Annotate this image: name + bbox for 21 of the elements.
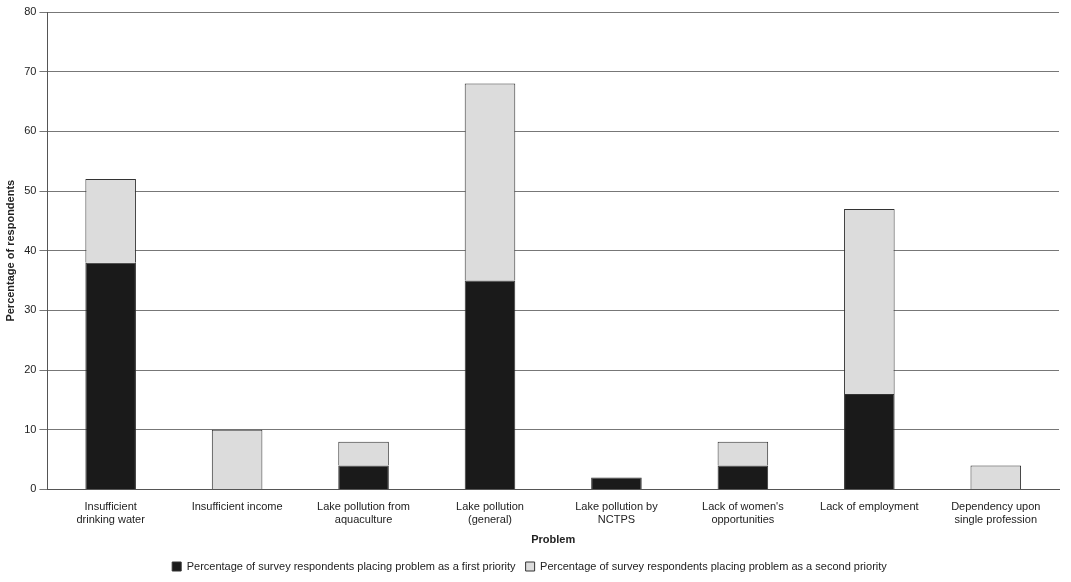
x-tick-label: Lake pollution (general) (456, 500, 524, 526)
x-tick-label: Dependency upon single profession (951, 500, 1041, 526)
y-tick-label: 10 (24, 422, 37, 435)
y-tick-label: 40 (24, 243, 37, 256)
y-axis-title: Percentage of respondents (3, 179, 16, 322)
x-tick-label: Lake pollution from aquaculture (317, 500, 411, 526)
x-tick-label: Lake pollution by NCTPS (575, 500, 659, 526)
y-tick-label: 30 (24, 303, 37, 316)
x-tick-label: Lack of women's opportunities (702, 500, 785, 526)
legend-label: Percentage of survey respondents placing problem as a second priority (540, 559, 888, 572)
x-tick-label: Lack of employment (820, 500, 919, 513)
y-tick-label: 60 (24, 124, 37, 137)
y-tick-label: 20 (24, 363, 37, 376)
y-tick-label: 50 (24, 184, 37, 197)
y-tick-label: 0 (30, 482, 37, 495)
legend-label: Percentage of survey respondents placing problem as a first priority (186, 559, 517, 572)
x-tick-label: Insufficient drinking water (76, 500, 146, 526)
x-tick-label: Insufficient income (191, 500, 283, 513)
y-tick-label: 80 (24, 5, 37, 18)
y-tick-label: 70 (24, 64, 37, 77)
x-axis-title: Problem (531, 533, 576, 546)
